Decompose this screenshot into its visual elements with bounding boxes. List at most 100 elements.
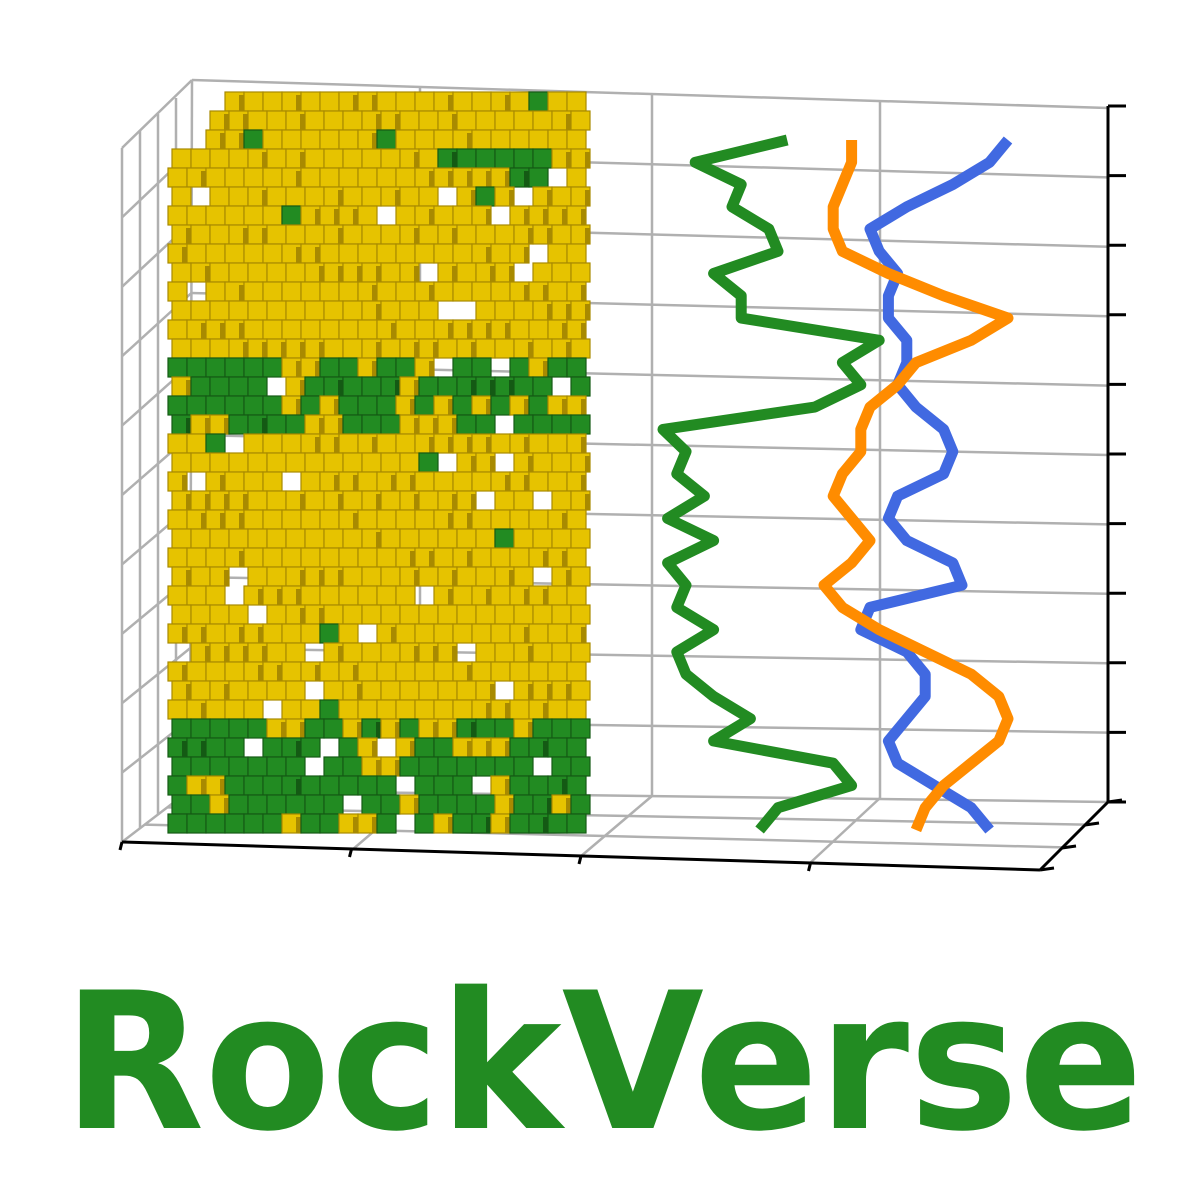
grain-voxel [338, 129, 359, 150]
grain-voxel [205, 205, 226, 226]
voxel-shade [505, 741, 510, 757]
voxel-shade [524, 399, 529, 415]
voxel-shade [243, 228, 248, 244]
pore-voxel [186, 357, 207, 378]
grain-voxel [300, 471, 321, 492]
grain-voxel [281, 129, 302, 150]
pore-voxel [319, 699, 340, 720]
voxel-shade [296, 247, 301, 263]
grain-voxel [243, 699, 264, 720]
grain-voxel [380, 300, 401, 321]
voxel-shade [543, 703, 548, 719]
grain-voxel [243, 281, 264, 302]
pore-voxel [361, 794, 382, 815]
voxel-shade [300, 114, 305, 130]
voxel-shade [528, 228, 533, 244]
grain-voxel [471, 661, 492, 682]
grain-voxel [209, 528, 230, 549]
grain-voxel [414, 661, 435, 682]
grain-voxel [190, 338, 211, 359]
grain-voxel [186, 243, 207, 264]
voxel-shade [414, 342, 419, 358]
voxel-shade [182, 627, 187, 643]
voxel-shade [182, 247, 187, 263]
voxel-shade [376, 532, 381, 548]
voxel-shade [395, 760, 400, 776]
grain-voxel [319, 585, 340, 606]
grain-voxel [247, 528, 268, 549]
pore-voxel [357, 395, 378, 416]
voxel-shade [376, 494, 381, 510]
grain-voxel [323, 452, 344, 473]
grain-voxel [452, 623, 473, 644]
pore-voxel [262, 775, 283, 796]
voxel-shade [243, 494, 248, 510]
voxel-shade [372, 95, 377, 111]
pore-voxel [224, 813, 245, 834]
pore-voxel [566, 813, 587, 834]
grain-voxel [266, 300, 287, 321]
grain-voxel [243, 205, 264, 226]
voxel-shade [334, 209, 339, 225]
pore-voxel [167, 813, 188, 834]
grain-voxel [186, 585, 207, 606]
grain-voxel [456, 528, 477, 549]
pore-voxel [494, 718, 515, 739]
grain-voxel [490, 661, 511, 682]
grain-voxel [418, 566, 439, 587]
voxel-shade [372, 817, 377, 833]
pore-voxel [532, 718, 553, 739]
grain-voxel [247, 490, 268, 511]
wordmark-text: RockVerse [63, 952, 1143, 1173]
voxel-shade [296, 95, 301, 111]
grain-voxel [247, 566, 268, 587]
pore-voxel [418, 756, 439, 777]
grain-voxel [490, 129, 511, 150]
grain-voxel [380, 148, 401, 169]
grain-voxel [452, 699, 473, 720]
grain-voxel [361, 566, 382, 587]
pore-voxel [433, 737, 454, 758]
pore-voxel [224, 395, 245, 416]
voxel-shade [547, 190, 552, 206]
grain-voxel [171, 604, 192, 625]
pore-voxel [361, 414, 382, 435]
grain-voxel [247, 452, 268, 473]
grain-voxel [323, 680, 344, 701]
pore-voxel [319, 775, 340, 796]
grain-voxel [361, 642, 382, 663]
voxel-shade [182, 741, 187, 757]
pore-voxel [475, 756, 496, 777]
grain-voxel [266, 528, 287, 549]
voxel-shade [224, 418, 229, 434]
voxel-shade [524, 627, 529, 643]
grain-voxel [475, 604, 496, 625]
voxel-shade [239, 627, 244, 643]
pore-voxel [418, 376, 439, 397]
grain-voxel [509, 661, 530, 682]
grain-voxel [376, 509, 397, 530]
pore-voxel [566, 737, 587, 758]
grain-voxel [228, 300, 249, 321]
pore-voxel [281, 205, 302, 226]
pore-voxel [224, 357, 245, 378]
grain-voxel [395, 167, 416, 188]
grain-voxel [547, 243, 568, 264]
voxel-shade [486, 247, 491, 263]
grain-voxel [205, 547, 226, 568]
pore-voxel [513, 148, 534, 169]
x-axis-tick [577, 855, 583, 865]
voxel-shade [547, 798, 552, 814]
grain-voxel [209, 224, 230, 245]
grain-voxel [509, 699, 530, 720]
grain-voxel [437, 338, 458, 359]
grain-voxel [566, 167, 587, 188]
grain-voxel [171, 528, 192, 549]
pore-voxel [247, 718, 268, 739]
grain-voxel [414, 91, 435, 112]
grain-voxel [433, 699, 454, 720]
voxel-shade [448, 95, 453, 111]
grain-voxel [266, 452, 287, 473]
pore-voxel [418, 452, 439, 473]
pore-voxel [285, 414, 306, 435]
